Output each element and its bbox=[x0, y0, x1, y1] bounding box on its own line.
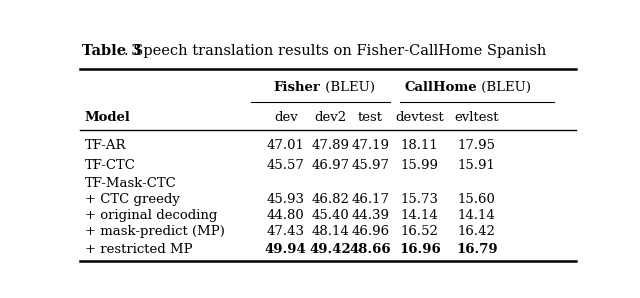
Text: 14.14: 14.14 bbox=[458, 209, 495, 222]
Text: dev: dev bbox=[274, 111, 298, 124]
Text: devtest: devtest bbox=[396, 111, 444, 124]
Text: 16.52: 16.52 bbox=[401, 226, 438, 238]
Text: 47.19: 47.19 bbox=[351, 139, 389, 152]
Text: 45.93: 45.93 bbox=[267, 193, 305, 206]
Text: + CTC greedy: + CTC greedy bbox=[85, 193, 180, 206]
Text: TF-AR: TF-AR bbox=[85, 139, 127, 152]
Text: 48.66: 48.66 bbox=[349, 243, 391, 256]
Text: + mask-predict (MP): + mask-predict (MP) bbox=[85, 226, 225, 238]
Text: 17.95: 17.95 bbox=[458, 139, 496, 152]
Text: 49.42: 49.42 bbox=[310, 243, 351, 256]
Text: Fisher: Fisher bbox=[274, 81, 321, 94]
Text: + original decoding: + original decoding bbox=[85, 209, 218, 222]
Text: TF-Mask-CTC: TF-Mask-CTC bbox=[85, 177, 177, 190]
Text: 15.73: 15.73 bbox=[401, 193, 439, 206]
Text: (BLEU): (BLEU) bbox=[477, 81, 531, 94]
Text: 16.42: 16.42 bbox=[458, 226, 496, 238]
Text: (BLEU): (BLEU) bbox=[321, 81, 374, 94]
Text: 45.97: 45.97 bbox=[351, 159, 389, 172]
Text: 45.40: 45.40 bbox=[312, 209, 349, 222]
Text: 46.96: 46.96 bbox=[351, 226, 389, 238]
Text: evltest: evltest bbox=[454, 111, 499, 124]
Text: 47.43: 47.43 bbox=[267, 226, 305, 238]
Text: CallHome: CallHome bbox=[404, 81, 477, 94]
Text: 15.60: 15.60 bbox=[458, 193, 496, 206]
Text: 47.89: 47.89 bbox=[312, 139, 349, 152]
Text: 45.57: 45.57 bbox=[267, 159, 305, 172]
Text: 46.82: 46.82 bbox=[312, 193, 349, 206]
Text: Table 3: Table 3 bbox=[83, 44, 142, 58]
Text: dev2: dev2 bbox=[314, 111, 346, 124]
Text: 47.01: 47.01 bbox=[267, 139, 305, 152]
Text: 14.14: 14.14 bbox=[401, 209, 438, 222]
Text: 44.80: 44.80 bbox=[267, 209, 305, 222]
Text: 46.97: 46.97 bbox=[312, 159, 349, 172]
Text: 16.96: 16.96 bbox=[399, 243, 440, 256]
Text: 49.94: 49.94 bbox=[265, 243, 307, 256]
Text: 18.11: 18.11 bbox=[401, 139, 438, 152]
Text: 44.39: 44.39 bbox=[351, 209, 389, 222]
Text: Model: Model bbox=[85, 111, 131, 124]
Text: test: test bbox=[358, 111, 383, 124]
Text: 15.99: 15.99 bbox=[401, 159, 439, 172]
Text: 16.79: 16.79 bbox=[456, 243, 498, 256]
Text: 46.17: 46.17 bbox=[351, 193, 389, 206]
Text: . Speech translation results on Fisher-CallHome Spanish: . Speech translation results on Fisher-C… bbox=[124, 44, 546, 58]
Text: 48.14: 48.14 bbox=[312, 226, 349, 238]
Text: TF-CTC: TF-CTC bbox=[85, 159, 136, 172]
Text: 15.91: 15.91 bbox=[458, 159, 496, 172]
Text: + restricted MP: + restricted MP bbox=[85, 243, 193, 256]
